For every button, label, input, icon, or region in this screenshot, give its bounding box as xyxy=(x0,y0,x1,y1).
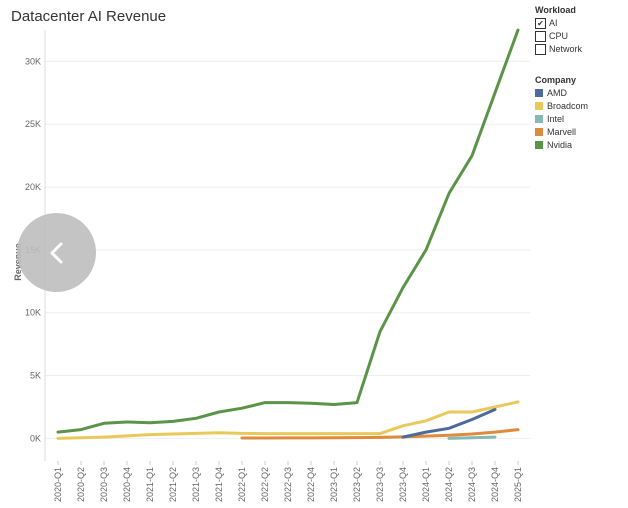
legend-label: Nvidia xyxy=(547,140,573,150)
chevron-left-icon xyxy=(50,242,62,263)
series-line-nvidia[interactable] xyxy=(56,28,520,434)
x-tick-label: 2024-Q3 xyxy=(467,467,477,502)
x-tick-label: 2023-Q1 xyxy=(329,467,339,502)
y-tick-label: 25K xyxy=(25,119,41,129)
x-tick-label: 2020-Q3 xyxy=(99,467,109,502)
workload-option-cpu[interactable]: CPU xyxy=(535,30,582,42)
legend-swatch xyxy=(535,89,543,97)
legend-swatch xyxy=(535,102,543,110)
workload-filter-title: Workload xyxy=(535,5,576,15)
legend-swatch xyxy=(535,141,543,149)
x-tick-label: 2023-Q2 xyxy=(352,467,362,502)
x-axis-ticks: 2020-Q1 2020-Q2 2020-Q3 2020-Q4 2021-Q1 2021-… xyxy=(53,461,523,502)
x-tick-label: 2024-Q1 xyxy=(421,467,431,502)
x-tick-label: 2021-Q2 xyxy=(168,467,178,502)
y-tick-label: 10K xyxy=(25,308,41,318)
x-tick-label: 2020-Q2 xyxy=(76,467,86,502)
x-tick-label: 2022-Q3 xyxy=(283,467,293,502)
legend-swatch xyxy=(535,115,543,123)
y-tick-label: 20K xyxy=(25,182,41,192)
workload-option-network[interactable]: Network xyxy=(535,43,582,55)
gridlines xyxy=(44,30,530,461)
legend-label: Marvell xyxy=(547,127,577,137)
x-tick-label: 2025-Q1 xyxy=(513,467,523,502)
x-tick-label: 2022-Q4 xyxy=(306,467,316,502)
x-tick-label: 2024-Q4 xyxy=(490,467,500,502)
x-tick-label: 2020-Q1 xyxy=(53,467,63,502)
legend-label: Broadcom xyxy=(547,101,589,111)
workload-option-label: AI xyxy=(549,18,558,28)
x-tick-label: 2023-Q4 xyxy=(398,467,408,502)
back-button[interactable] xyxy=(17,213,96,292)
legend-swatch xyxy=(535,128,543,136)
y-tick-label: 0K xyxy=(30,433,41,443)
x-tick-label: 2020-Q4 xyxy=(122,467,132,502)
company-legend: Company AMD Broadcom Intel Marvell Nvidia xyxy=(535,75,588,152)
y-tick-label: 5K xyxy=(30,371,41,381)
legend-item-marvell[interactable]: Marvell xyxy=(535,126,588,138)
legend-label: Intel xyxy=(547,114,565,124)
x-tick-label: 2024-Q2 xyxy=(444,467,454,502)
series-lines xyxy=(56,28,520,440)
x-tick-label: 2021-Q3 xyxy=(191,467,201,502)
x-tick-label: 2021-Q4 xyxy=(214,467,224,502)
legend-item-nvidia[interactable]: Nvidia xyxy=(535,139,588,151)
legend-item-broadcom[interactable]: Broadcom xyxy=(535,100,588,112)
legend-item-amd[interactable]: AMD xyxy=(535,87,588,99)
workload-filter: Workload ✔ AI CPU Network xyxy=(535,5,582,56)
series-line-intel[interactable] xyxy=(447,435,497,440)
x-tick-label: 2022-Q1 xyxy=(237,467,247,502)
series-line-amd[interactable] xyxy=(401,408,497,439)
chart-title: Datacenter AI Revenue xyxy=(11,8,167,25)
checkbox[interactable] xyxy=(535,30,546,42)
x-tick-label: 2022-Q2 xyxy=(260,467,270,502)
legend-item-intel[interactable]: Intel xyxy=(535,113,588,125)
workload-option-label: CPU xyxy=(549,31,569,41)
checkbox[interactable] xyxy=(535,43,546,55)
checkbox[interactable]: ✔ xyxy=(535,17,546,29)
workload-option-ai[interactable]: ✔ AI xyxy=(535,17,582,29)
series-line-marvell[interactable] xyxy=(240,428,520,440)
company-legend-title: Company xyxy=(535,75,577,85)
series-line-broadcom[interactable] xyxy=(56,400,520,440)
x-tick-label: 2021-Q1 xyxy=(145,467,155,502)
x-tick-label: 2023-Q3 xyxy=(375,467,385,502)
y-tick-label: 30K xyxy=(25,56,41,66)
workload-option-label: Network xyxy=(549,44,583,54)
legend-label: AMD xyxy=(547,88,567,98)
